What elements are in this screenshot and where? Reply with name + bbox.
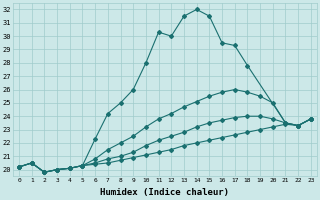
X-axis label: Humidex (Indice chaleur): Humidex (Indice chaleur) — [100, 188, 229, 197]
